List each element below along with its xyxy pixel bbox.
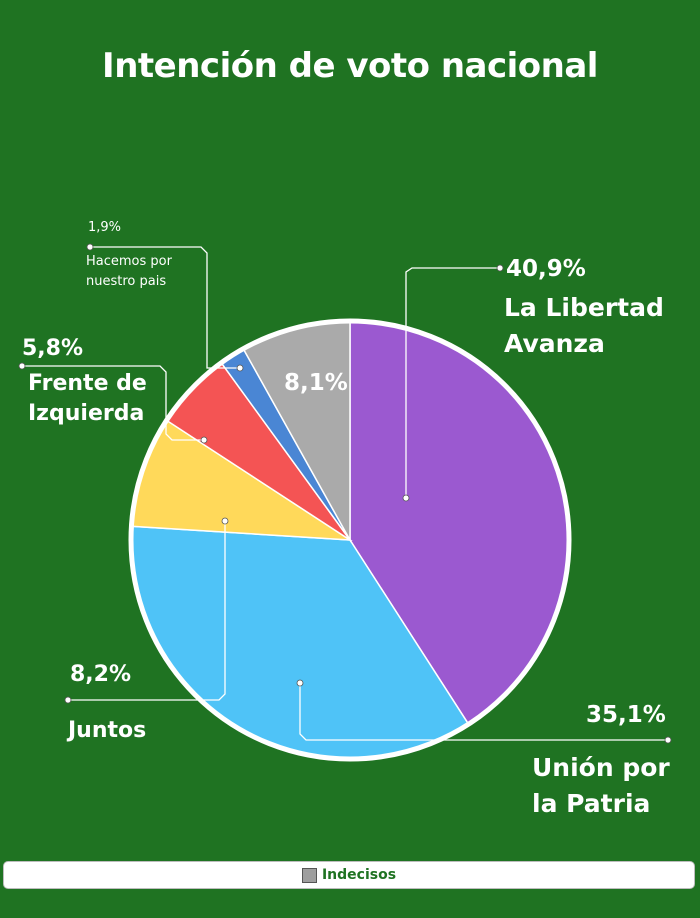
label-frente-de-izquierda-value: 5,8%: [22, 336, 84, 361]
label-hacemos-por-nuestro-pais-name: Hacemos por nuestro pais: [86, 254, 172, 289]
leader-hacemos-por-nuestro-pais: [90, 246, 240, 369]
label-juntos-value: 8,2%: [70, 662, 132, 687]
leader-hacemos-por-nuestro-pais-dot-0: [236, 364, 244, 372]
leader-la-libertad-avanza-dot-0: [402, 494, 410, 502]
leader-juntos: [68, 521, 226, 701]
label-union-por-la-patria-value: 35,1%: [586, 702, 666, 728]
chart-title: Intención de voto nacional: [102, 46, 598, 86]
leader-frente-de-izquierda-dot-0: [200, 436, 208, 444]
label-juntos-name: Juntos: [68, 718, 147, 743]
leader-la-libertad-avanza: [405, 267, 500, 498]
label-la-libertad-avanza-name: La Libertad Avanza: [504, 293, 664, 358]
pie-outline: [128, 318, 572, 762]
leader-la-libertad-avanza-dot-1: [496, 264, 504, 272]
leader-frente-de-izquierda-dot-1: [18, 362, 26, 370]
label-la-libertad-avanza-value: 40,9%: [506, 256, 586, 282]
legend-swatch-indecisos: [301, 867, 317, 883]
leader-union-por-la-patria: [299, 683, 668, 741]
label-indecisos-value: 8,1%: [284, 370, 348, 396]
leader-hacemos-por-nuestro-pais-dot-1: [86, 243, 94, 251]
leader-frente-de-izquierda: [22, 365, 204, 441]
label-union-por-la-patria-name: Unión por la Patria: [532, 753, 670, 818]
legend-label-indecisos: Indecisos: [321, 867, 397, 883]
leader-union-por-la-patria-dot-0: [296, 679, 304, 687]
label-hacemos-por-nuestro-pais-value: 1,9%: [88, 220, 122, 235]
leader-juntos-dot-0: [221, 517, 229, 525]
legend: Indecisos: [3, 861, 695, 889]
label-frente-de-izquierda-name: Frente de Izquierda: [28, 371, 147, 426]
leader-union-por-la-patria-dot-1: [664, 736, 672, 744]
leader-juntos-dot-1: [64, 696, 72, 704]
